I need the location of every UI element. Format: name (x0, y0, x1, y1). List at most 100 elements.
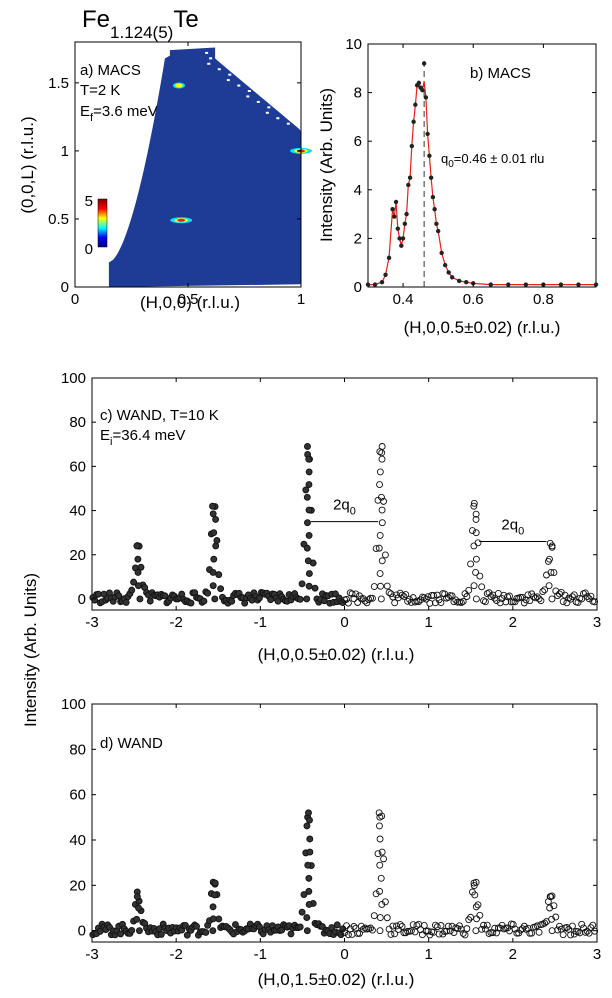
data-point-open (363, 599, 371, 607)
x-tick-label: 0.6 (463, 291, 484, 308)
data-point-open (431, 921, 439, 929)
data-point-open (474, 901, 482, 909)
data-point (488, 282, 493, 287)
peak-point-open (376, 861, 384, 869)
data-point-open (450, 929, 458, 937)
y-tick-label: 0 (78, 591, 86, 608)
panel-d-chart: -3 -2 -1 0 1 2 3 0 20 40 60 80 100 d) WAND (H,0,1.5±… (61, 696, 601, 989)
data-point-open (461, 931, 469, 939)
y-tick-label: 40 (69, 503, 86, 520)
data-point-filled (137, 563, 145, 571)
data-point (402, 221, 408, 227)
data-point-filled (146, 597, 154, 605)
y-tick-label: 4 (354, 182, 362, 199)
data-point (409, 143, 415, 149)
data-point-open (506, 592, 513, 600)
peak-point-filled (306, 848, 314, 856)
peak-point-open (548, 542, 556, 550)
data-point (416, 80, 422, 86)
data-point-filled (337, 931, 345, 939)
y-tick-label: 10 (345, 36, 362, 53)
data-point-open (368, 594, 376, 602)
data-point-open (568, 922, 576, 930)
data-point-filled (115, 592, 123, 600)
y-tick-label: 0 (354, 279, 362, 296)
peak-point-open (472, 529, 480, 537)
heatmap-coverage (108, 47, 302, 287)
y-tick-label: 1.5 (48, 75, 69, 92)
data-point-open (489, 929, 497, 937)
x-tick-label: 1 (424, 946, 432, 963)
x-tick-label: 1 (297, 291, 305, 308)
data-point-open (418, 931, 426, 939)
heatmap-gap (246, 95, 250, 98)
heatmap-gap (276, 117, 280, 120)
x-tick-label: 0 (340, 614, 348, 631)
data-point-filled (187, 599, 195, 607)
peak-point-open (377, 595, 385, 603)
peak-point-filled (303, 544, 311, 552)
data-point-open (548, 892, 556, 900)
data-point (432, 207, 437, 212)
data-point-open (552, 913, 560, 921)
data-point-open (370, 583, 378, 590)
y-tick-label: 1 (61, 143, 69, 160)
data-point-open (426, 599, 434, 607)
data-point-open (476, 572, 484, 580)
panel-a-energy-main: E (80, 103, 90, 120)
peak-point-filled (305, 901, 313, 908)
peak-point-open (472, 555, 480, 563)
heatmap-gap (247, 90, 251, 92)
peak-point-open (375, 809, 383, 817)
data-point (420, 87, 425, 93)
peak-point-open (473, 915, 481, 923)
data-point-open (483, 921, 491, 929)
data-point-open (372, 545, 380, 553)
peak-point-open (472, 927, 480, 935)
data-point-open (372, 890, 380, 898)
data-point-open (430, 591, 437, 599)
data-point-filled (298, 908, 306, 916)
bracket-label: 2q0 (501, 517, 524, 538)
data-point-open (467, 560, 475, 568)
data-point-filled (157, 930, 165, 938)
panel-d-ticks: -3 -2 -1 0 1 2 3 0 20 40 60 80 100 (61, 696, 601, 963)
y-tick-label: 0 (78, 923, 86, 940)
data-point-open (554, 592, 562, 600)
data-point-open (433, 923, 441, 931)
peak-point-open (470, 879, 478, 887)
panel-a-ylabel: (0,0,L) (r.l.u.) (18, 116, 37, 213)
data-point-filled (296, 923, 304, 931)
heatmap-gap (217, 68, 221, 71)
data-point-open (343, 595, 350, 603)
data-point-open (446, 927, 454, 935)
data-point-open (524, 591, 532, 599)
data-point (428, 175, 434, 180)
colorbar-max-label: 5 (85, 193, 93, 210)
peak-point-filled (306, 835, 314, 843)
peak-point-open (377, 874, 385, 882)
data-point-filled (333, 921, 341, 929)
data-point-open (474, 539, 482, 547)
data-point-open (526, 597, 534, 605)
peak-point-filled (134, 568, 142, 576)
data-point-open (383, 914, 391, 922)
bracket-label: 2q0 (333, 497, 356, 518)
data-point (397, 236, 402, 241)
panel-b-plot (365, 61, 599, 287)
data-point (383, 272, 388, 278)
data-point-open (509, 598, 517, 606)
peak-point-open (376, 468, 384, 476)
peak-point-filled (305, 582, 313, 590)
title-main: Fe (82, 6, 110, 33)
data-point-filled (130, 578, 138, 586)
data-point-open (391, 930, 399, 938)
heatmap-gap (209, 57, 213, 60)
data-point (593, 282, 599, 287)
peak-point-open (376, 481, 384, 489)
data-point-filled (183, 931, 191, 939)
colorbar: 50 (85, 193, 108, 258)
x-tick-label: 0.4 (393, 291, 414, 308)
peak-point-filled (211, 891, 219, 899)
